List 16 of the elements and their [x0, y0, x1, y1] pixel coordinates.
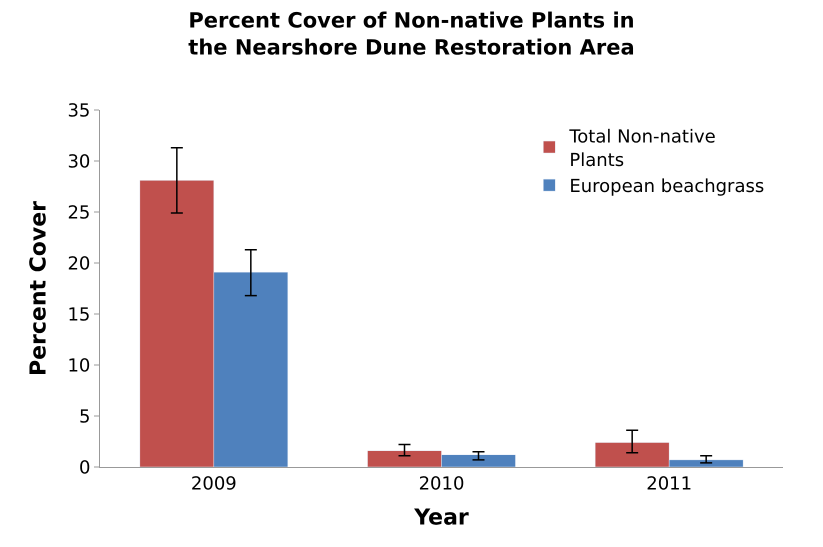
y-tick-label: 20: [67, 253, 90, 274]
chart-title: Percent Cover of Non-native Plants in the Nearshore Dune Restoration Area: [188, 8, 635, 60]
x-axis-title: Year: [413, 506, 469, 530]
x-tick-label: 2011: [646, 474, 692, 495]
x-tick-label: 2010: [418, 474, 464, 495]
y-tick-label: 25: [67, 202, 90, 224]
y-axis-title: Percent Cover: [26, 200, 52, 376]
y-tick-label: 0: [78, 457, 90, 478]
y-tick-label: 15: [67, 304, 90, 326]
x-tick-label: 2009: [190, 474, 237, 495]
legend-label: Total Non-native Plants: [568, 126, 716, 171]
y-tick-label: 30: [67, 151, 90, 172]
y-tick-label: 35: [67, 100, 90, 122]
legend-label: European beachgrass: [569, 176, 764, 198]
y-tick-label: 10: [67, 355, 90, 376]
y-tick-label: 5: [78, 406, 90, 428]
